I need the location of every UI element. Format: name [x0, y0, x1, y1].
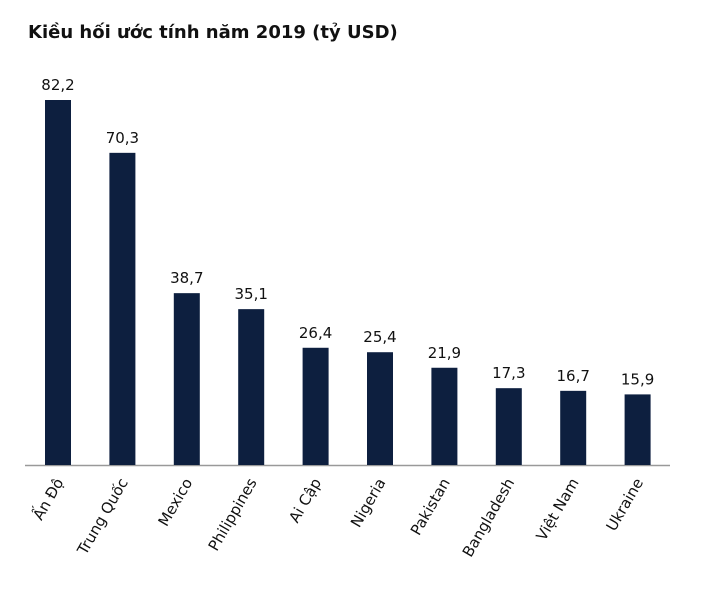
x-tick-label: Pakistan	[407, 475, 454, 538]
x-tick-label: Ukraine	[603, 475, 648, 534]
value-label: 17,3	[492, 364, 525, 382]
bar	[560, 390, 587, 465]
value-label: 15,9	[621, 370, 654, 388]
value-label: 26,4	[299, 324, 332, 342]
x-tick-label: Ai Cập	[285, 475, 325, 526]
value-label: 38,7	[170, 269, 203, 287]
x-tick-label: Mexico	[154, 475, 196, 529]
x-tick-label: Việt Nam	[533, 475, 583, 544]
value-label: 82,2	[41, 76, 74, 94]
bar	[624, 394, 651, 465]
bar	[238, 309, 265, 465]
x-tick-label: Nigeria	[347, 475, 389, 530]
bar	[302, 347, 329, 465]
bar	[109, 152, 136, 465]
value-label: 16,7	[556, 367, 589, 385]
bar	[45, 100, 71, 465]
x-tick-label: Philippines	[205, 475, 261, 554]
bar	[495, 388, 522, 465]
bar	[173, 293, 200, 465]
value-label: 35,1	[234, 285, 267, 303]
value-label: 25,4	[363, 328, 396, 346]
x-tick-label: Trung Quốc	[73, 475, 132, 559]
bar	[367, 352, 393, 465]
chart-title: Kiều hối ước tính năm 2019 (tỷ USD)	[28, 22, 398, 43]
x-tick-label: Ấn Độ	[27, 474, 68, 524]
bar	[431, 367, 458, 465]
value-label: 70,3	[106, 129, 139, 147]
x-tick-label: Bangladesh	[459, 475, 519, 560]
value-label: 21,9	[428, 344, 461, 362]
